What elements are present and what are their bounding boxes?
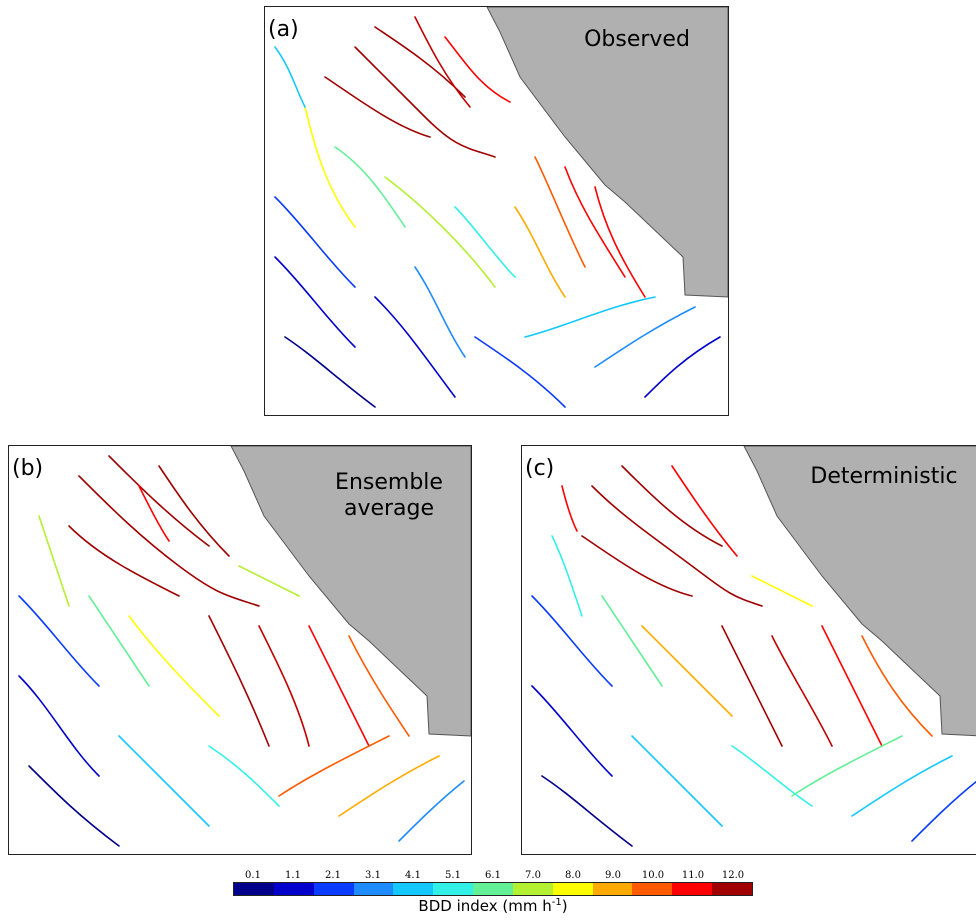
panel-title: Deterministic: [810, 464, 958, 489]
colorbar-swatch: [473, 883, 513, 895]
colorbar-tick-label: 1.1: [285, 870, 301, 881]
river-lines: [531, 465, 976, 847]
river-network-map: [18, 446, 471, 847]
colorbar-tick-label: 10.0: [641, 870, 665, 881]
map-panel-ensemble-average: (b) Ensemble average: [8, 445, 472, 855]
colorbar-swatch: [632, 883, 673, 895]
sea-area: [743, 446, 976, 737]
colorbar-swatch: [234, 883, 274, 895]
colorbar-swatch: [433, 883, 474, 895]
colorbar-swatch: [592, 883, 633, 895]
map-panel-deterministic: (c) Deterministic: [521, 445, 976, 855]
colorbar-tick-label: 8.0: [565, 870, 581, 881]
colorbar-swatch: [393, 883, 434, 895]
colorbar-swatch: [313, 883, 354, 895]
river-network-map: [274, 7, 728, 408]
colorbar-swatch: [273, 883, 314, 895]
colorbar-swatch: [552, 883, 593, 895]
sea-area: [230, 446, 471, 737]
colorbar-swatch: [353, 883, 394, 895]
colorbar-tick-label: 11.0: [681, 870, 705, 881]
colorbar-tick-label: 5.1: [445, 870, 461, 881]
colorbar-swatch: [712, 883, 752, 895]
colorbar-tick-label: 7.0: [525, 870, 541, 881]
sea-area: [486, 7, 728, 298]
colorbar-swatches: [233, 882, 753, 896]
colorbar-tick-label: 0.1: [245, 870, 261, 881]
panel-letter: (c): [525, 456, 555, 481]
colorbar-swatch: [512, 883, 553, 895]
colorbar-label: BDD index (mm h-1): [418, 897, 568, 915]
map-panel-observed: (a) Observed: [264, 6, 729, 416]
panel-title: Ensemble average: [335, 470, 443, 521]
colorbar-tick-label: 9.0: [605, 870, 621, 881]
colorbar-tick-label: 12.0: [721, 870, 745, 881]
river-lines: [274, 16, 721, 408]
colorbar-tick-label: 2.1: [325, 870, 341, 881]
colorbar-swatch: [672, 883, 713, 895]
panel-letter: (a): [268, 17, 299, 42]
river-network-map: [531, 446, 976, 847]
colorbar-ticks: 0.1 1.1 2.1 3.1 4.1 5.1 6.1 7.0 8.0 9.0 10.0 11.0 12…: [233, 870, 753, 882]
river-lines: [18, 455, 465, 847]
panel-title: Observed: [584, 27, 690, 52]
panel-letter: (b): [12, 456, 44, 481]
colorbar-tick-label: 6.1: [485, 870, 501, 881]
colorbar-tick-label: 4.1: [405, 870, 421, 881]
colorbar-tick-label: 3.1: [365, 870, 381, 881]
colorbar: 0.1 1.1 2.1 3.1 4.1 5.1 6.1 7.0 8.0 9.0 10.0 11.0 12…: [233, 870, 753, 915]
